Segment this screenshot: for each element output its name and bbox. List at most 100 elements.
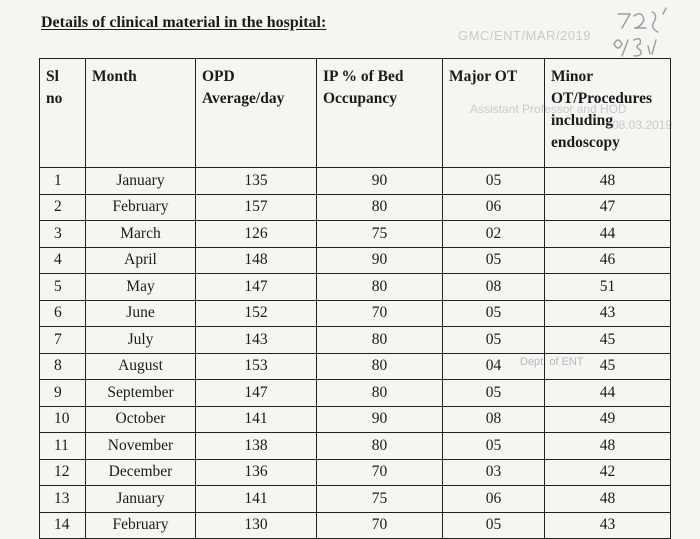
cell-opd: 147 [195, 379, 317, 407]
cell-month: August [85, 352, 196, 380]
cell-opd: 136 [195, 458, 317, 486]
cell-minor: 43 [544, 511, 671, 539]
table-row: 4 April 148 90 05 46 [39, 246, 671, 274]
header-opd: OPD Average/day [195, 58, 317, 168]
cell-month: January [85, 485, 196, 513]
cell-major: 08 [442, 273, 545, 301]
header-minor-ot: Minor OT/Procedures including endoscopy [544, 58, 671, 168]
cell-major: 06 [442, 485, 545, 513]
cell-ip: 80 [316, 352, 443, 380]
cell-month: June [85, 299, 196, 327]
cell-major: 03 [442, 458, 545, 486]
cell-major: 05 [442, 326, 545, 354]
cell-ip: 90 [316, 246, 443, 274]
cell-month: November [85, 432, 196, 460]
cell-major: 05 [442, 432, 545, 460]
cell-opd: 141 [195, 405, 317, 433]
cell-minor: 46 [544, 246, 671, 274]
cell-ip: 80 [316, 326, 443, 354]
cell-sl: 6 [39, 299, 86, 327]
table-row: 9 September 147 80 05 44 [39, 379, 671, 407]
cell-opd: 152 [195, 299, 317, 327]
cell-opd: 147 [195, 273, 317, 301]
cell-month: May [85, 273, 196, 301]
cell-minor: 48 [544, 485, 671, 513]
cell-sl: 9 [39, 379, 86, 407]
cell-major: 05 [442, 167, 545, 195]
cell-major: 05 [442, 246, 545, 274]
cell-minor: 47 [544, 193, 671, 221]
cell-major: 05 [442, 379, 545, 407]
cell-minor: 44 [544, 220, 671, 248]
cell-opd: 157 [195, 193, 317, 221]
cell-ip: 80 [316, 193, 443, 221]
cell-opd: 126 [195, 220, 317, 248]
cell-ip: 90 [316, 167, 443, 195]
table-row: 10 October 141 90 08 49 [39, 405, 671, 433]
bleed-through-reference: GMC/ENT/MAR/2019 [458, 28, 591, 43]
cell-month: April [85, 246, 196, 274]
handwritten-initials-mark [613, 7, 667, 57]
table-row: 3 March 126 75 02 44 [39, 220, 671, 248]
cell-month: September [85, 379, 196, 407]
cell-major: 05 [442, 511, 545, 539]
cell-ip: 75 [316, 485, 443, 513]
cell-sl: 10 [39, 405, 86, 433]
cell-opd: 141 [195, 485, 317, 513]
cell-sl: 3 [39, 220, 86, 248]
cell-opd: 143 [195, 326, 317, 354]
cell-sl: 11 [39, 432, 86, 460]
cell-minor: 45 [544, 352, 671, 380]
cell-minor: 42 [544, 458, 671, 486]
cell-ip: 70 [316, 299, 443, 327]
table-row: 12 December 136 70 03 42 [39, 458, 671, 486]
table-row: 13 January 141 75 06 48 [39, 485, 671, 513]
cell-sl: 5 [39, 273, 86, 301]
cell-minor: 44 [544, 379, 671, 407]
cell-ip: 70 [316, 458, 443, 486]
cell-sl: 1 [39, 167, 86, 195]
cell-month: March [85, 220, 196, 248]
cell-month: July [85, 326, 196, 354]
table-row: 11 November 138 80 05 48 [39, 432, 671, 460]
table-row: 2 February 157 80 06 47 [39, 193, 671, 221]
header-sl-no: Sl no [39, 58, 86, 168]
table-row: 5 May 147 80 08 51 [39, 273, 671, 301]
cell-opd: 148 [195, 246, 317, 274]
table-row: 14 February 130 70 05 43 [39, 511, 671, 539]
table-row: 7 July 143 80 05 45 [39, 326, 671, 354]
cell-minor: 51 [544, 273, 671, 301]
cell-month: January [85, 167, 196, 195]
cell-minor: 48 [544, 167, 671, 195]
cell-sl: 4 [39, 246, 86, 274]
cell-sl: 12 [39, 458, 86, 486]
cell-opd: 135 [195, 167, 317, 195]
cell-minor: 43 [544, 299, 671, 327]
cell-sl: 2 [39, 193, 86, 221]
clinical-material-table: Sl no Month OPD Average/day IP % of Bed … [39, 58, 671, 539]
cell-ip: 70 [316, 511, 443, 539]
cell-minor: 45 [544, 326, 671, 354]
cell-sl: 8 [39, 352, 86, 380]
cell-major: 06 [442, 193, 545, 221]
cell-month: February [85, 193, 196, 221]
header-month: Month [85, 58, 196, 168]
cell-major: 08 [442, 405, 545, 433]
cell-month: February [85, 511, 196, 539]
cell-minor: 49 [544, 405, 671, 433]
cell-sl: 14 [39, 511, 86, 539]
cell-ip: 75 [316, 220, 443, 248]
cell-opd: 138 [195, 432, 317, 460]
cell-ip: 80 [316, 379, 443, 407]
table-row: 6 June 152 70 05 43 [39, 299, 671, 327]
cell-major: 02 [442, 220, 545, 248]
cell-month: October [85, 405, 196, 433]
cell-ip: 90 [316, 405, 443, 433]
table-row: 8 August 153 80 04 45 [39, 352, 671, 380]
cell-ip: 80 [316, 432, 443, 460]
header-ip-bed-occupancy: IP % of Bed Occupancy [316, 58, 443, 168]
table-row: 1 January 135 90 05 48 [39, 167, 671, 195]
document-title: Details of clinical material in the hosp… [41, 14, 327, 31]
cell-sl: 13 [39, 485, 86, 513]
cell-minor: 48 [544, 432, 671, 460]
